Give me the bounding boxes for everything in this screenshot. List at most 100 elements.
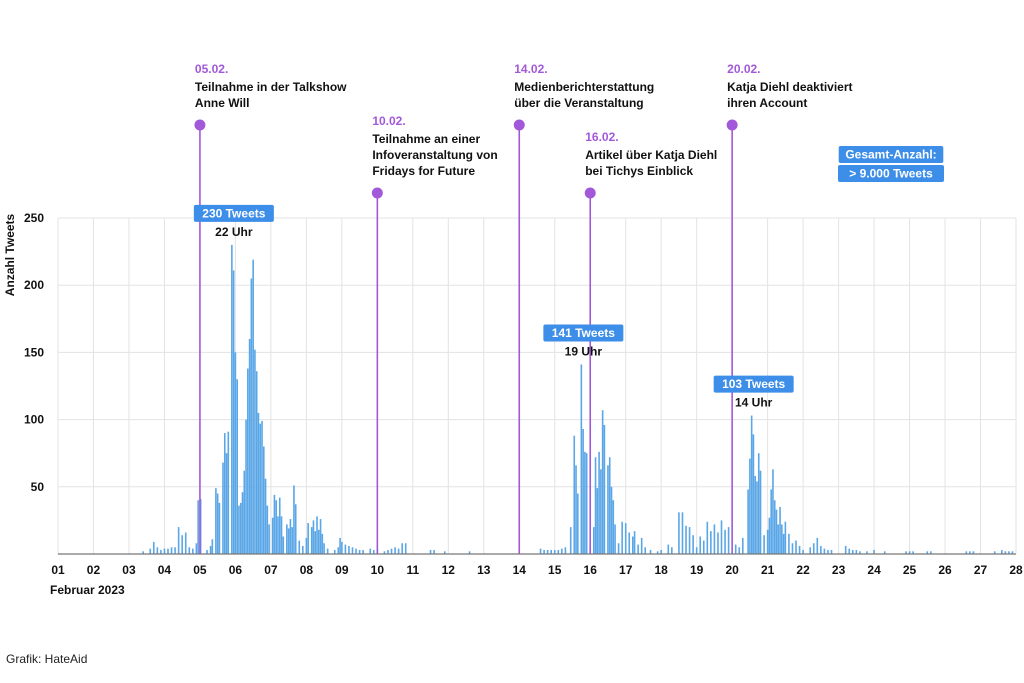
bar <box>866 551 868 554</box>
bar <box>184 532 187 554</box>
bar <box>830 549 833 554</box>
bar <box>678 512 680 554</box>
bar <box>255 371 258 554</box>
event-text: Teilnahme an einer <box>372 132 480 146</box>
bar <box>227 431 230 554</box>
bar <box>791 543 794 554</box>
bar <box>763 535 765 554</box>
event-date: 20.02. <box>727 62 760 76</box>
bar <box>569 527 572 554</box>
bar <box>607 465 609 554</box>
bar <box>245 419 247 554</box>
bar <box>160 549 162 554</box>
bar <box>247 368 249 554</box>
bar <box>177 527 180 554</box>
bar <box>827 549 829 554</box>
bar <box>223 433 226 554</box>
bar <box>316 516 318 554</box>
bar <box>692 535 694 554</box>
x-tick-label: 27 <box>974 563 988 577</box>
bar <box>383 551 386 554</box>
bar <box>170 547 173 554</box>
bar <box>575 465 577 554</box>
bar <box>278 497 281 554</box>
bar <box>553 549 556 554</box>
bar <box>580 364 583 554</box>
bar <box>215 488 217 554</box>
x-tick-label: 17 <box>619 563 633 577</box>
peak-badge <box>193 204 274 222</box>
x-tick-label: 28 <box>1009 563 1023 577</box>
y-axis-label: Anzahl Tweets <box>3 213 17 296</box>
bar <box>695 547 698 554</box>
x-tick-label: 19 <box>690 563 704 577</box>
event-text: Medienberichterstattung <box>514 80 654 94</box>
bar <box>598 451 600 554</box>
bar <box>394 547 396 554</box>
bar <box>601 410 604 554</box>
bar <box>287 528 290 554</box>
bar <box>617 543 620 554</box>
bar <box>305 537 308 554</box>
bar <box>614 524 616 554</box>
x-tick-label: 09 <box>335 563 349 577</box>
total-label: Gesamt-Anzahl: <box>845 148 936 162</box>
bar <box>930 551 932 554</box>
bar <box>236 379 238 554</box>
bar <box>216 493 219 554</box>
bar <box>211 539 214 554</box>
bar <box>142 551 144 554</box>
bar <box>772 469 774 554</box>
source-credit: Grafik: HateAid <box>6 652 88 666</box>
bar <box>637 544 639 554</box>
x-tick-label: 26 <box>938 563 952 577</box>
bar <box>702 540 705 554</box>
bar <box>912 551 914 554</box>
bar <box>859 551 861 554</box>
bar <box>750 415 753 554</box>
bar <box>1004 551 1007 554</box>
bar <box>390 548 393 554</box>
x-tick-label: 22 <box>796 563 810 577</box>
event-text: Fridays for Future <box>372 164 475 178</box>
bar <box>275 500 278 554</box>
bar <box>908 551 911 554</box>
bar <box>312 520 315 554</box>
bar <box>779 506 781 554</box>
peak-time: 19 Uhr <box>565 344 603 358</box>
events <box>194 119 738 554</box>
bar <box>280 516 283 554</box>
bar <box>282 536 285 554</box>
bar <box>218 502 221 554</box>
x-tick-label: 08 <box>300 563 314 577</box>
bar <box>248 338 251 554</box>
bar <box>268 524 270 554</box>
bar <box>294 504 297 554</box>
bar <box>277 516 279 554</box>
bar <box>362 549 364 554</box>
axes: 50 100 150 200 250 01 02 03 04 05 06 07 08 09 10 11 12 13… <box>3 211 1023 597</box>
event-text: Katja Diehl deaktiviert <box>727 80 852 94</box>
event-date: 05.02. <box>195 62 228 76</box>
bar <box>798 545 801 554</box>
bar <box>181 535 183 554</box>
peak-badge <box>713 375 794 393</box>
bar <box>259 423 262 554</box>
bar <box>685 525 687 554</box>
x-tick-label: 07 <box>264 563 278 577</box>
event-dot <box>194 119 206 131</box>
bar <box>757 453 760 554</box>
bar <box>293 485 295 554</box>
bars <box>142 244 1014 554</box>
bar <box>539 548 542 554</box>
bar <box>594 457 597 554</box>
bar <box>264 478 267 554</box>
bar <box>608 457 611 554</box>
bar <box>243 470 246 554</box>
x-tick-label: 12 <box>442 563 456 577</box>
bar <box>192 548 194 554</box>
bar <box>717 532 719 554</box>
x-tick-label: 05 <box>193 563 207 577</box>
bar <box>788 533 790 554</box>
